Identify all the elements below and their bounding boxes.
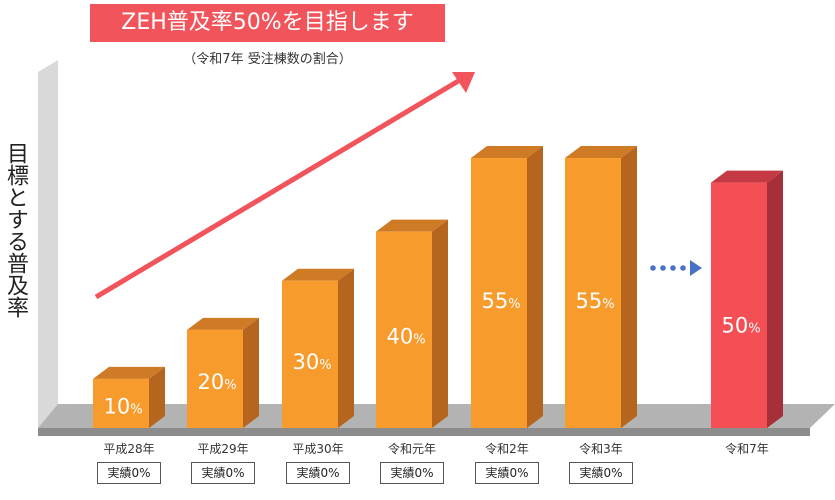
dot xyxy=(670,265,676,271)
bar-top xyxy=(711,170,783,183)
actual-badge: 実績0% xyxy=(569,462,633,484)
x-tick-label: 平成30年 xyxy=(292,442,344,456)
bar-side xyxy=(621,146,637,428)
dotted-arrow xyxy=(650,260,702,276)
bar-side xyxy=(527,146,543,428)
bar-side xyxy=(243,317,259,428)
bar-side xyxy=(432,219,448,428)
bar-top xyxy=(471,146,543,159)
bar-top xyxy=(376,219,448,232)
x-tick-label: 平成28年 xyxy=(103,442,155,456)
actual-badge: 実績0% xyxy=(286,462,350,484)
bar-front xyxy=(471,158,527,428)
chart-subtitle: （令和7年 受注棟数の割合） xyxy=(183,52,352,67)
bar xyxy=(565,146,637,428)
actual-badge: 実績0% xyxy=(191,462,255,484)
data-label: 30% xyxy=(292,350,331,374)
actual-badge: 実績0% xyxy=(380,462,444,484)
dot xyxy=(650,265,656,271)
data-label: 50% xyxy=(721,314,760,338)
bar-front xyxy=(565,158,621,428)
data-label: 55% xyxy=(481,289,520,313)
data-label: 10% xyxy=(103,394,142,418)
bar-side xyxy=(149,366,165,428)
dot xyxy=(660,265,666,271)
bar-side xyxy=(338,268,354,428)
bar-front xyxy=(711,182,767,428)
dot xyxy=(680,265,686,271)
bar xyxy=(282,268,354,428)
bar xyxy=(471,146,543,428)
bar-side xyxy=(767,170,783,429)
target-bar xyxy=(711,170,783,429)
x-tick-label: 令和7年 xyxy=(725,442,769,456)
bar-top xyxy=(93,366,165,379)
actual-badge: 実績0% xyxy=(475,462,539,484)
trend-arrow-line xyxy=(94,77,462,300)
bar-front xyxy=(187,329,243,428)
bar-top xyxy=(565,146,637,159)
floor-edge xyxy=(38,428,810,436)
bar-front xyxy=(376,231,432,428)
bar-front xyxy=(93,378,149,428)
bar xyxy=(93,366,165,428)
trend-arrow xyxy=(94,72,475,300)
y-axis-label: 目標とする普及率 xyxy=(3,142,28,318)
bar-top xyxy=(282,268,354,281)
data-label: 55% xyxy=(575,289,614,313)
bar xyxy=(376,219,448,428)
bar-front xyxy=(282,280,338,428)
actual-badge: 実績0% xyxy=(97,462,161,484)
x-tick-label: 平成29年 xyxy=(197,442,249,456)
bars xyxy=(93,146,783,429)
data-label: 40% xyxy=(386,325,425,349)
bar-top xyxy=(187,317,259,330)
trend-arrow-head xyxy=(452,72,475,93)
x-tick-label: 令和元年 xyxy=(387,442,436,456)
x-tick-label: 令和2年 xyxy=(485,442,529,456)
chart-title: ZEH普及率50%を目指します xyxy=(90,4,445,42)
dotted-arrow-head xyxy=(690,260,702,276)
data-label: 20% xyxy=(197,370,236,394)
data-labels: 10% 20% 30% 40% 55% 55% 50% xyxy=(103,289,760,418)
x-tick-label: 令和3年 xyxy=(579,442,623,456)
bar xyxy=(187,317,259,428)
back-wall xyxy=(38,60,58,428)
